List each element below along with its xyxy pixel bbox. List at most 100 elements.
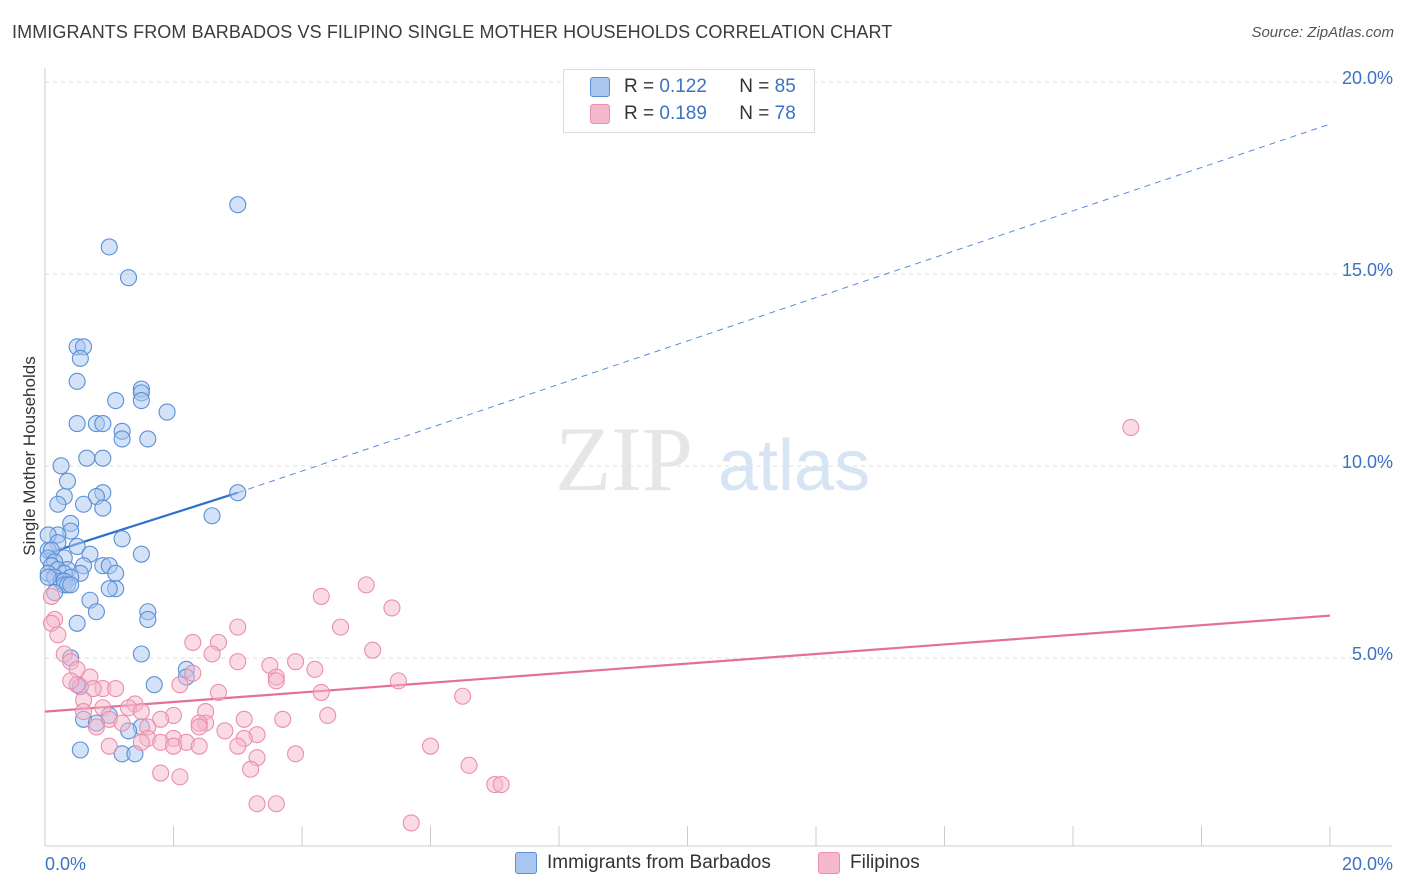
barbados-point — [94, 499, 112, 517]
barbados-point — [62, 576, 80, 594]
filipinos-point — [152, 710, 170, 728]
filipinos-point — [75, 703, 93, 721]
filipinos-point — [171, 676, 189, 694]
barbados-point — [78, 449, 96, 467]
bottom-legend-swatch-blue — [515, 852, 537, 874]
filipinos-point — [229, 737, 247, 755]
barbados-point — [229, 196, 247, 214]
barbados-point — [71, 349, 89, 367]
filipinos-point — [113, 714, 131, 732]
correlation-legend: R = 0.122 N = 85 R = 0.189 N = 78 — [563, 69, 815, 133]
barbados-point — [113, 430, 131, 448]
barbados-point — [100, 580, 118, 598]
filipinos-point — [389, 672, 407, 690]
barbados-point — [94, 449, 112, 467]
bottom-legend-label: Immigrants from Barbados — [547, 852, 771, 873]
filipinos-point — [274, 710, 292, 728]
svg-text:atlas: atlas — [718, 426, 870, 506]
barbados-point — [94, 415, 112, 433]
source-label: Source: ZipAtlas.com — [1251, 24, 1394, 41]
legend-n-value: 78 — [774, 103, 796, 124]
zipatlas-watermark: ZIP atlas — [555, 408, 870, 510]
barbados-point — [132, 392, 150, 410]
filipinos-point — [492, 776, 510, 794]
filipinos-point — [49, 626, 67, 644]
filipinos-point — [203, 645, 221, 663]
legend-n-label: N = — [739, 103, 770, 124]
barbados-point — [107, 564, 125, 582]
filipinos-point — [364, 641, 382, 659]
barbados-point — [139, 430, 157, 448]
filipinos-point — [267, 672, 285, 690]
filipinos-point — [267, 795, 285, 813]
filipinos-point — [248, 795, 266, 813]
legend-r-label: R = — [624, 76, 655, 97]
filipinos-point — [107, 680, 125, 698]
filipinos-point — [184, 633, 202, 652]
barbados-point — [68, 614, 86, 632]
filipinos-point — [229, 653, 247, 671]
barbados-point — [139, 610, 157, 628]
filipinos-point — [357, 576, 375, 594]
barbados-point — [39, 568, 57, 586]
bottom-legend-barbados: Immigrants from Barbados — [515, 852, 771, 874]
barbados-point — [68, 415, 86, 433]
filipinos-point — [164, 737, 183, 755]
filipinos-point — [132, 703, 150, 721]
legend-n-label: N = — [739, 76, 770, 97]
barbados-trend-extension — [237, 123, 1331, 494]
filipinos-point — [421, 737, 440, 755]
filipinos-point — [319, 706, 337, 724]
legend-r-value: 0.189 — [659, 103, 707, 124]
filipinos-point — [306, 660, 324, 678]
filipinos-point — [460, 756, 478, 774]
filipinos-point — [1122, 418, 1140, 436]
barbados-point — [52, 457, 70, 475]
legend-n-value: 85 — [774, 76, 796, 97]
filipinos-point — [402, 814, 420, 832]
filipinos-point — [171, 768, 189, 786]
filipinos-point — [312, 587, 330, 605]
barbados-point — [71, 741, 89, 759]
barbados-point — [113, 530, 131, 548]
barbados-point — [203, 507, 221, 525]
filipinos-point — [312, 683, 330, 701]
barbados-point — [132, 545, 150, 563]
legend-row-filipinos: R = 0.189 N = 78 — [590, 102, 796, 126]
y-tick-label: 10.0% — [1342, 452, 1393, 472]
filipinos-point — [100, 737, 118, 755]
filipinos-point — [84, 680, 102, 698]
svg-text:ZIP: ZIP — [555, 408, 693, 510]
barbados-point — [68, 372, 86, 390]
filipinos-point — [287, 653, 305, 671]
filipinos-point — [287, 745, 305, 763]
barbados-point — [68, 537, 86, 556]
y-tick-label: 20.0% — [1342, 68, 1393, 88]
barbados-point — [107, 392, 125, 410]
barbados-point — [229, 484, 247, 502]
barbados-point — [145, 676, 163, 694]
barbados-point — [132, 645, 150, 663]
barbados-point — [49, 495, 67, 513]
y-tick-label: 15.0% — [1342, 260, 1393, 280]
barbados-point — [75, 495, 93, 513]
filipinos-point — [87, 718, 105, 736]
bottom-legend-swatch-pink — [818, 852, 840, 874]
filipinos-point — [190, 737, 208, 755]
legend-r-label: R = — [624, 103, 655, 124]
filipinos-point — [62, 672, 80, 690]
legend-row-barbados: R = 0.122 N = 85 — [590, 75, 796, 99]
legend-r-value: 0.122 — [659, 76, 707, 97]
legend-swatch-pink — [590, 104, 610, 124]
filipinos-point — [190, 718, 208, 736]
barbados-point — [58, 472, 77, 490]
filipinos-point — [383, 599, 401, 617]
y-axis-label: Single Mother Households — [20, 356, 39, 555]
filipinos-point — [42, 587, 60, 605]
y-tick-label: 5.0% — [1352, 644, 1393, 664]
bottom-legend-filipinos: Filipinos — [818, 852, 920, 874]
filipinos-point — [331, 618, 350, 636]
filipinos-point — [454, 687, 472, 705]
x-tick-label: 0.0% — [45, 854, 86, 874]
